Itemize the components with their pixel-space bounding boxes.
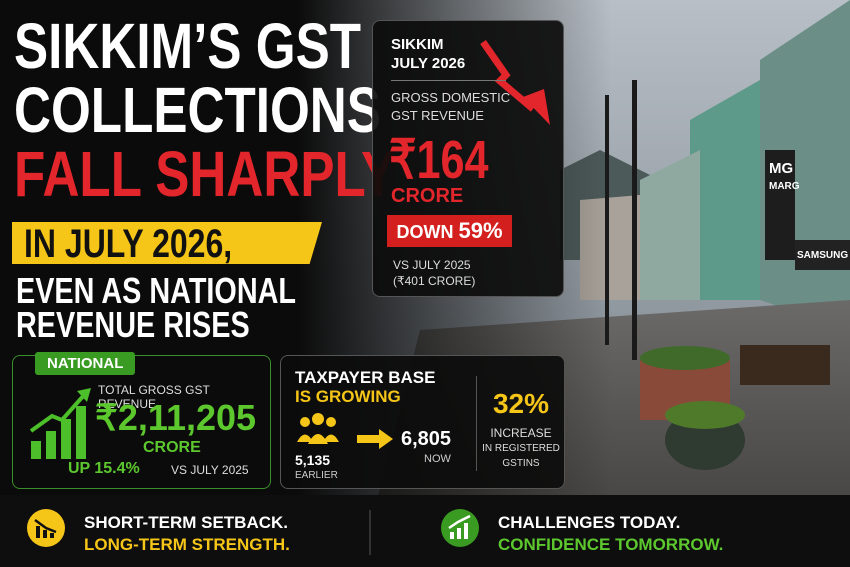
card-subtitle: IS GROWING bbox=[295, 387, 401, 406]
increase-line: GSTINS bbox=[502, 458, 540, 469]
growth-icon bbox=[29, 388, 91, 459]
increase-line: IN REGISTERED bbox=[482, 443, 560, 454]
shop-sign: SAMSUNG bbox=[797, 250, 849, 261]
card-title: TAXPAYER BASE bbox=[295, 368, 436, 387]
comparison: VS JULY 2025 (₹401 CRORE) bbox=[393, 257, 475, 289]
earlier-value: 5,135 bbox=[295, 452, 331, 468]
change: UP 15.4% bbox=[68, 460, 140, 477]
now-label: NOW bbox=[424, 453, 451, 465]
sign-text: MARG bbox=[769, 181, 800, 192]
subheadline: EVEN AS NATIONAL REVENUE RISES bbox=[16, 270, 297, 345]
highlight-band bbox=[12, 222, 322, 264]
headline-highlight: IN JULY 2026, bbox=[24, 222, 233, 266]
footer-line: CONFIDENCE TOMORROW. bbox=[498, 535, 724, 554]
badge: NATIONAL bbox=[35, 352, 136, 375]
increase: 32% bbox=[492, 388, 550, 419]
metric: GROSS DOMESTIC GST REVENUE bbox=[391, 89, 510, 125]
taxpayer-card: TAXPAYER BASE IS GROWING 5,135 EARLIER 6… bbox=[280, 355, 565, 489]
state: SIKKIM bbox=[391, 36, 444, 53]
sikkim-card: SIKKIM JULY 2026 GROSS DOMESTIC GST REVENU… bbox=[372, 20, 564, 297]
metric-line: GROSS DOMESTIC bbox=[391, 90, 511, 105]
footer-line: LONG-TERM STRENGTH. bbox=[84, 535, 290, 554]
headline-line: SIKKIM’S GST bbox=[14, 10, 362, 82]
value: ₹164 bbox=[389, 130, 489, 190]
value: ₹2,11,205 bbox=[95, 397, 257, 438]
unit: CRORE bbox=[391, 185, 464, 207]
unit: CRORE bbox=[143, 439, 201, 456]
change-badge: DOWN 59% bbox=[387, 215, 512, 247]
footer-line: SHORT-TERM SETBACK. bbox=[84, 513, 288, 532]
footer-right: CHALLENGES TODAY. CONFIDENCE TOMORROW. bbox=[498, 512, 723, 556]
headline-line: FALL SHARPLY bbox=[14, 138, 396, 210]
metric-line: GST REVENUE bbox=[391, 108, 484, 123]
national-card: NATIONAL TOTAL GROSS GST REVENUE ₹2,11,2… bbox=[12, 352, 271, 489]
divider bbox=[391, 80, 506, 81]
headline: SIKKIM’S GST COLLECTIONS FALL SHARPLY bbox=[14, 14, 395, 206]
change: 59% bbox=[458, 218, 503, 243]
sign-text: MG bbox=[769, 160, 794, 177]
previous: (₹401 CRORE) bbox=[393, 274, 476, 288]
confidence-icon bbox=[441, 509, 479, 547]
setback-icon bbox=[27, 509, 65, 547]
footer-left: SHORT-TERM SETBACK. LONG-TERM STRENGTH. bbox=[84, 512, 290, 556]
down-arrow bbox=[480, 39, 550, 125]
card-header: SIKKIM JULY 2026 bbox=[391, 35, 465, 73]
comparison-text: VS JULY 2025 bbox=[393, 258, 471, 272]
increase-label: INCREASE IN REGISTERED GSTINS bbox=[481, 426, 561, 471]
headline-line: COLLECTIONS bbox=[14, 74, 381, 146]
period: JULY 2026 bbox=[391, 55, 466, 72]
increase-line: INCREASE bbox=[490, 426, 552, 440]
subheadline-line: REVENUE RISES bbox=[16, 304, 250, 345]
subheadline-line: EVEN AS NATIONAL bbox=[16, 270, 297, 311]
street-sign: MG MARG bbox=[769, 160, 800, 196]
comparison: VS JULY 2025 bbox=[171, 463, 249, 477]
arrow-icon bbox=[357, 429, 393, 449]
people-icon bbox=[297, 413, 339, 444]
now-value: 6,805 bbox=[401, 428, 452, 450]
metric: TOTAL GROSS GST REVENUE bbox=[98, 383, 210, 411]
earlier-label: EARLIER bbox=[295, 470, 338, 481]
footer-line: CHALLENGES TODAY. bbox=[498, 513, 681, 532]
divider bbox=[476, 376, 477, 471]
change-prefix: DOWN bbox=[396, 222, 454, 242]
